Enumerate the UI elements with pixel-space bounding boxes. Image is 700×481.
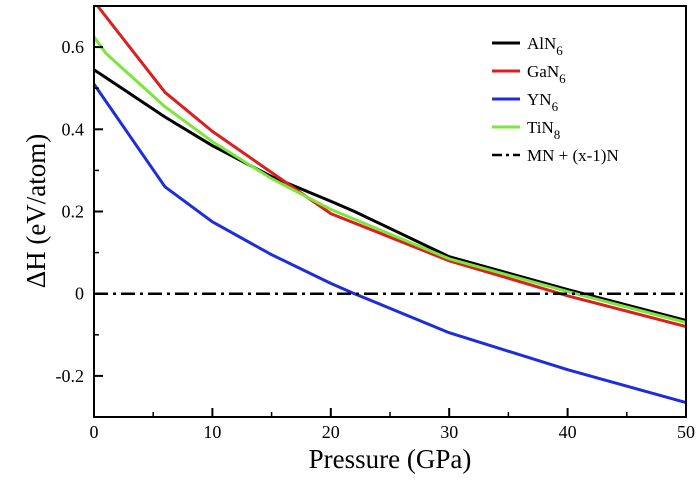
y-tick-label: -0.2 bbox=[56, 366, 85, 386]
y-tick-label: 0.4 bbox=[62, 119, 85, 139]
series-line-yn6 bbox=[92, 83, 687, 405]
y-tick-label: 0.6 bbox=[62, 37, 85, 57]
y-tick-label: 0.2 bbox=[62, 202, 85, 222]
x-tick-label: 40 bbox=[559, 422, 577, 442]
y-tick-label: 0 bbox=[75, 284, 84, 304]
x-tick-label: 20 bbox=[322, 422, 340, 442]
tick-label-layer: 0 10 20 30 40 50 -0.2 0 0.2 0.4 0.6 bbox=[56, 37, 696, 442]
x-tick-label: 50 bbox=[677, 422, 695, 442]
series-layer bbox=[92, 5, 687, 405]
y-axis-title: ΔH (eV/atom) bbox=[21, 134, 51, 289]
series-line-aln6 bbox=[93, 68, 687, 322]
x-tick-label: 10 bbox=[203, 422, 221, 442]
x-tick-label: 0 bbox=[90, 422, 99, 442]
legend-label-mn-x-1-n: MN + (x-1)N bbox=[527, 146, 619, 165]
x-axis-title: Pressure (GPa) bbox=[309, 444, 472, 474]
x-tick-label: 30 bbox=[440, 422, 458, 442]
tick-layer bbox=[93, 5, 687, 418]
series-line-tin8 bbox=[92, 35, 687, 324]
